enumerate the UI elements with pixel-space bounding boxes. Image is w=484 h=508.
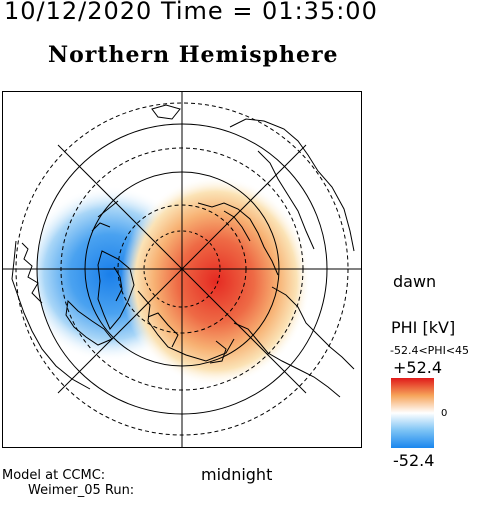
coastlines: [11, 104, 355, 398]
positive-potential-cell: [121, 176, 311, 386]
polar-potential-map: [2, 91, 362, 448]
model-label: Model at CCMC:: [2, 468, 106, 483]
dawn-label: dawn: [393, 272, 437, 291]
hemisphere-title: Northern Hemisphere: [48, 42, 339, 68]
datetime-title: 10/12/2020 Time = 01:35:00: [4, 0, 378, 25]
colorbar: [391, 378, 434, 448]
colorbar-zero-label: 0: [441, 408, 448, 419]
run-label: Weimer_05 Run:: [28, 483, 135, 498]
colorbar-min-label: -52.4: [393, 451, 435, 470]
colorbar-max-label: +52.4: [393, 358, 443, 377]
meridian-line: [57, 144, 307, 394]
midnight-label: midnight: [201, 465, 273, 484]
colorbar-range: -52.4<PHI<45: [390, 344, 470, 357]
colorbar-title: PHI [kV]: [391, 318, 456, 337]
